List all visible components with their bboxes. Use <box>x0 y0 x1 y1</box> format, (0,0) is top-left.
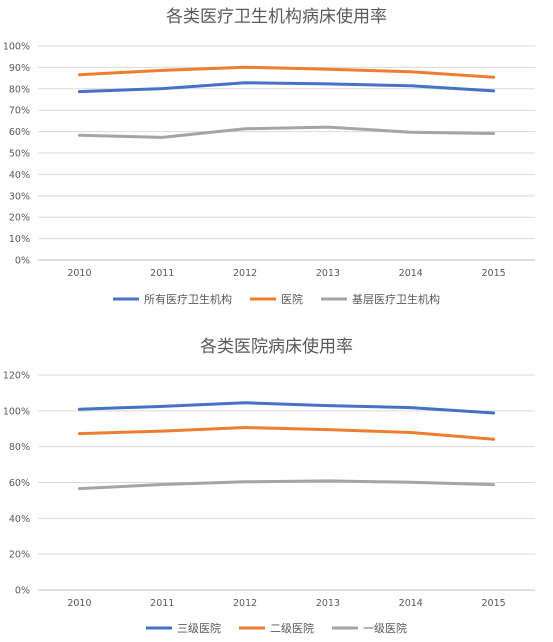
chart-1: 各类医疗卫生机构病床使用率 0% 10% 20% 30% 40% 50% 60% 70% 80% 9… <box>3 6 535 306</box>
legend-item: 三级医院 <box>146 621 221 635</box>
y-tick-label: 120% <box>3 371 30 382</box>
legend-item: 二级医院 <box>239 621 314 635</box>
y-tick-label: 10% <box>9 234 30 245</box>
y-tick-label: 0% <box>15 256 30 267</box>
series-line <box>77 401 496 415</box>
y-tick-label: 0% <box>15 586 30 597</box>
y-tick-label: 80% <box>9 84 30 95</box>
x-tick-label: 2011 <box>150 598 174 609</box>
y-tick-label: 50% <box>9 149 30 160</box>
x-tick-label: 2014 <box>399 598 423 609</box>
series-line <box>77 81 496 94</box>
legend-label: 二级医院 <box>270 621 314 635</box>
x-tick-label: 2013 <box>316 598 340 609</box>
x-tick-label: 2015 <box>481 598 505 609</box>
x-tick-label: 2010 <box>67 268 91 279</box>
legend-item: 医院 <box>250 292 303 306</box>
legend-label: 医院 <box>281 292 303 306</box>
y-tick-label: 60% <box>9 478 30 489</box>
y-tick-label: 60% <box>9 127 30 138</box>
y-tick-label: 100% <box>3 406 30 417</box>
legend-item: 一级医院 <box>332 621 407 635</box>
y-tick-label: 90% <box>9 63 30 74</box>
x-tick-label: 2014 <box>399 268 423 279</box>
chart-title: 各类医疗卫生机构病床使用率 <box>166 6 387 27</box>
legend: 所有医疗卫生机构 医院 基层医疗卫生机构 <box>113 292 440 306</box>
x-tick-label: 2015 <box>481 268 505 279</box>
series-line <box>77 125 496 139</box>
y-tick-label: 40% <box>9 170 30 181</box>
y-tick-label: 70% <box>9 106 30 117</box>
legend-label: 基层医疗卫生机构 <box>352 292 440 306</box>
y-tick-label: 100% <box>3 42 30 53</box>
x-tick-label: 2012 <box>233 598 257 609</box>
chart-title: 各类医院病床使用率 <box>200 336 353 357</box>
series-line <box>77 479 496 491</box>
y-tick-label: 30% <box>9 191 30 202</box>
legend-label: 一级医院 <box>363 621 407 635</box>
legend-label: 所有医疗卫生机构 <box>144 292 232 306</box>
y-tick-label: 20% <box>9 213 30 224</box>
series-line <box>77 426 496 441</box>
y-tick-label: 40% <box>9 514 30 525</box>
legend: 三级医院 二级医院 一级医院 <box>146 621 407 635</box>
legend-label: 三级医院 <box>177 621 221 635</box>
legend-item: 所有医疗卫生机构 <box>113 292 232 306</box>
y-tick-label: 20% <box>9 550 30 561</box>
x-tick-label: 2010 <box>67 598 91 609</box>
x-tick-label: 2012 <box>233 268 257 279</box>
chart-2: 各类医院病床使用率 0% 20% 40% 60% 80% 100% 120% 2010 2011 2… <box>3 336 535 635</box>
y-tick-label: 80% <box>9 442 30 453</box>
x-tick-label: 2013 <box>316 268 340 279</box>
legend-item: 基层医疗卫生机构 <box>321 292 440 306</box>
series-line <box>77 65 496 79</box>
x-tick-label: 2011 <box>150 268 174 279</box>
